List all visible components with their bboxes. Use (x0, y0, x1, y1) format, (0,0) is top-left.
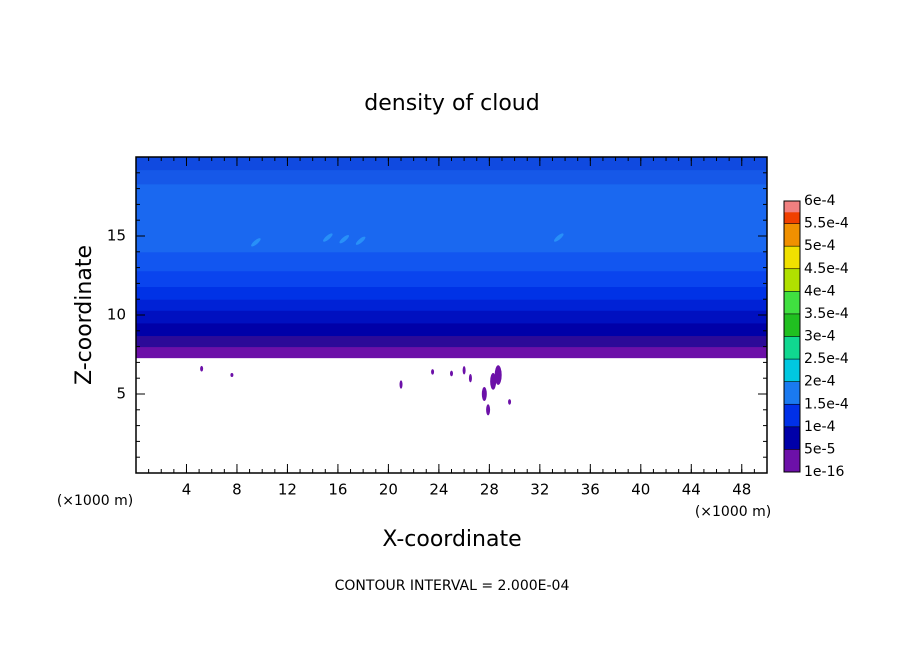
colorbar-label: 2.5e-4 (804, 351, 849, 367)
x-axis-label: X-coordinate (382, 527, 521, 552)
cloud-blob (508, 399, 512, 405)
x-tick-label: 12 (278, 481, 297, 499)
contour-layer (136, 310, 767, 324)
x-unit: (×1000 m) (695, 504, 771, 520)
cloud-blob (399, 380, 403, 389)
colorbar-cell (784, 449, 800, 472)
colorbar-cell (784, 381, 800, 405)
x-tick-label: 4 (182, 481, 192, 499)
contour-layer (136, 169, 767, 185)
colorbar-cell (784, 404, 800, 427)
cloud-blob (486, 404, 491, 416)
cloud-blob (230, 373, 234, 378)
streak (251, 238, 261, 247)
contour-layer (136, 322, 767, 337)
x-tick-label: 8 (232, 481, 242, 499)
colorbar-label: 5.5e-4 (804, 216, 849, 232)
cloud-blob (481, 387, 487, 401)
y-axis-label: Z-coordinate (72, 245, 97, 385)
colorbar-label: 3e-4 (804, 329, 836, 345)
colorbar-cell (784, 268, 800, 292)
colorbar-label: 1e-16 (804, 464, 844, 480)
colorbar-top-cell (784, 201, 800, 213)
streak (553, 233, 564, 242)
colorbar-cell (784, 246, 800, 269)
contour-note: CONTOUR INTERVAL = 2.000E-04 (335, 578, 570, 594)
colorbar-cell (784, 336, 800, 360)
y-unit: (×1000 m) (57, 493, 133, 509)
streak (323, 233, 333, 242)
cloud-blob (490, 372, 497, 390)
cloud-blob (462, 366, 466, 375)
y-tick-label: 5 (116, 385, 126, 403)
colorbar-label: 4.5e-4 (804, 261, 849, 277)
colorbar-label: 1.5e-4 (804, 396, 849, 412)
colorbar-cell (784, 313, 800, 337)
colorbar-cell (784, 223, 800, 247)
cloud-blob (450, 370, 453, 377)
colorbar-label: 6e-4 (804, 193, 836, 209)
contour-layer (136, 286, 767, 300)
x-tick-label: 36 (581, 481, 600, 499)
cloud-blob (468, 374, 472, 383)
y-tick-label: 15 (107, 227, 126, 245)
colorbar-label: 4e-4 (804, 283, 836, 299)
contour-layer (136, 157, 767, 171)
contour-layer (136, 346, 767, 359)
x-tick-label: 16 (328, 481, 347, 499)
colorbar-label: 1e-4 (804, 419, 836, 435)
x-tick-label: 28 (480, 481, 499, 499)
contour-layer (136, 299, 767, 311)
colorbar-label: 3.5e-4 (804, 306, 849, 322)
contour-layer (136, 183, 767, 253)
colorbar-label: 2e-4 (804, 374, 836, 390)
colorbar-cell (784, 359, 800, 382)
colorbar-label: 5e-4 (804, 238, 836, 254)
x-tick-label: 32 (530, 481, 549, 499)
colorbar-cell (784, 291, 800, 314)
contour-layer (136, 270, 767, 288)
streak (355, 236, 366, 245)
colorbar-cell (784, 426, 800, 450)
streak (339, 235, 350, 244)
x-tick-label: 24 (429, 481, 448, 499)
colorbar-label: 5e-5 (804, 441, 835, 457)
x-tick-label: 48 (732, 481, 751, 499)
contour-layer (136, 335, 767, 348)
x-tick-label: 40 (631, 481, 650, 499)
cloud-blob (494, 365, 502, 385)
chart-title: density of cloud (364, 91, 539, 116)
y-tick-label: 10 (107, 306, 126, 324)
contour-layer (136, 251, 767, 272)
cloud-blob (200, 365, 204, 372)
cloud-blob (431, 369, 435, 375)
x-tick-label: 20 (379, 481, 398, 499)
x-tick-label: 44 (682, 481, 701, 499)
